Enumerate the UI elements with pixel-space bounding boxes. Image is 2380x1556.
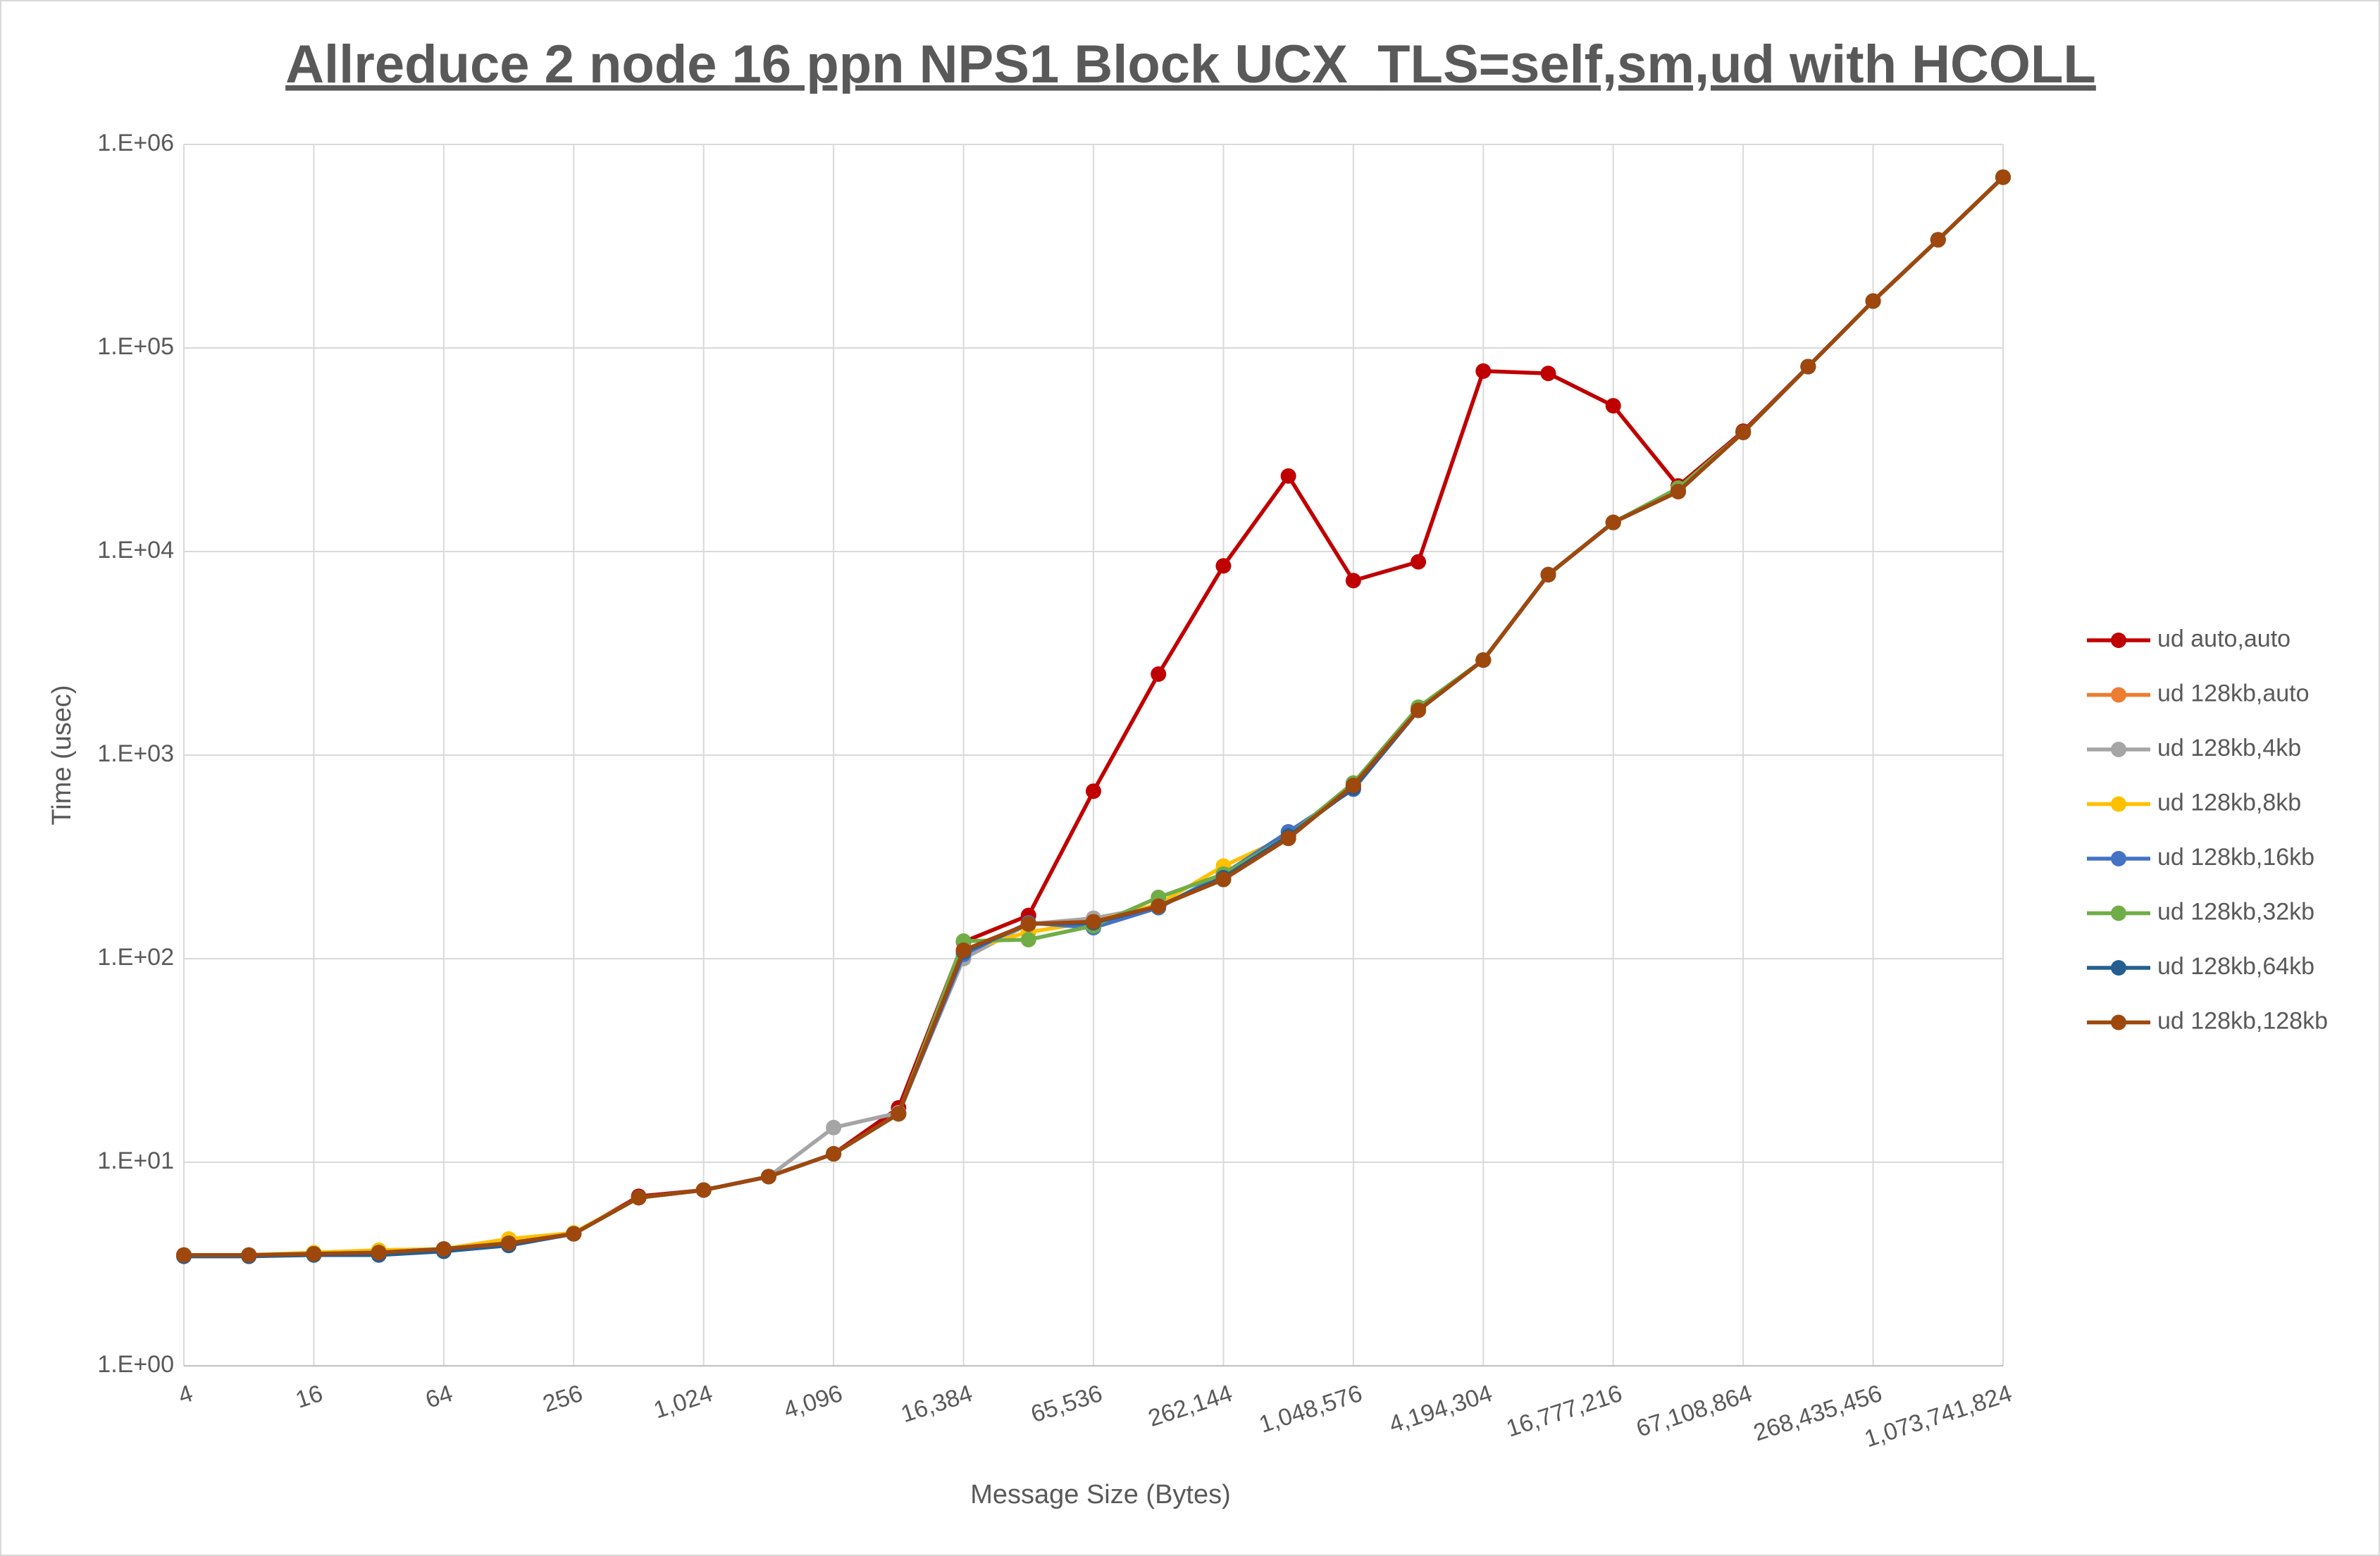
data-point [1215, 871, 1232, 888]
y-tick-label: 1.E+04 [97, 537, 174, 564]
legend-marker [2111, 1014, 2126, 1031]
data-point [1995, 169, 2011, 185]
data-point [1086, 914, 1101, 930]
data-point [1865, 293, 1881, 309]
data-point [371, 1245, 387, 1261]
data-point [1475, 363, 1492, 379]
y-tick-label: 1.E+00 [97, 1351, 174, 1378]
legend-marker [2111, 633, 2126, 648]
data-point [1020, 932, 1036, 948]
chart-title: Allreduce 2 node 16 ppn NPS1 Block UCX_T… [285, 35, 2096, 94]
x-axis-title: Message Size (Bytes) [970, 1480, 1231, 1510]
data-point [1151, 666, 1167, 682]
y-tick-label: 1.E+02 [97, 944, 174, 971]
data-point [1605, 398, 1621, 414]
legend-marker [2111, 851, 2126, 866]
data-point [1735, 424, 1752, 440]
data-point [1215, 558, 1232, 574]
data-point [1345, 573, 1361, 589]
legend-marker [2111, 742, 2126, 757]
data-point [1280, 830, 1296, 847]
y-axis-title: Time (usec) [47, 685, 77, 825]
data-point [1020, 916, 1036, 932]
data-point [826, 1119, 842, 1135]
y-tick-label: 1.E+05 [97, 333, 174, 360]
data-point [1930, 232, 1946, 248]
data-point [176, 1247, 192, 1263]
legend-marker [2111, 687, 2126, 703]
data-point [1540, 366, 1556, 382]
y-tick-label: 1.E+01 [97, 1147, 174, 1174]
data-point [955, 942, 972, 959]
data-point [826, 1146, 842, 1162]
legend-label: ud 128kb,4kb [2157, 735, 2301, 761]
legend-label: ud 128kb,auto [2157, 680, 2310, 707]
y-tick-label: 1.E+03 [97, 740, 174, 767]
data-point [1411, 554, 1427, 570]
data-point [631, 1190, 647, 1206]
data-point [891, 1106, 907, 1122]
data-point [1280, 468, 1296, 484]
data-point [760, 1169, 776, 1185]
legend-label: ud 128kb,64kb [2157, 953, 2314, 980]
legend-marker [2111, 905, 2126, 921]
data-point [435, 1241, 452, 1257]
y-tick-label: 1.E+06 [97, 130, 174, 156]
legend-marker [2111, 796, 2126, 812]
data-point [241, 1247, 257, 1263]
legend-marker [2111, 960, 2126, 976]
data-point [566, 1226, 582, 1242]
legend-label: ud 128kb,128kb [2157, 1007, 2328, 1034]
data-point [501, 1236, 517, 1252]
data-point [1670, 483, 1686, 499]
legend-label: ud 128kb,32kb [2157, 898, 2314, 925]
legend-label: ud auto,auto [2157, 625, 2291, 652]
data-point [1411, 702, 1427, 718]
data-point [1086, 783, 1101, 799]
data-point [1475, 652, 1492, 668]
data-point [1151, 898, 1167, 914]
data-point [1605, 514, 1621, 530]
data-point [695, 1182, 712, 1198]
data-point [1345, 777, 1361, 793]
data-point [1540, 566, 1556, 583]
legend-label: ud 128kb,8kb [2157, 789, 2301, 816]
data-point [1800, 359, 1816, 375]
data-point [306, 1245, 322, 1262]
legend-label: ud 128kb,16kb [2157, 844, 2314, 871]
